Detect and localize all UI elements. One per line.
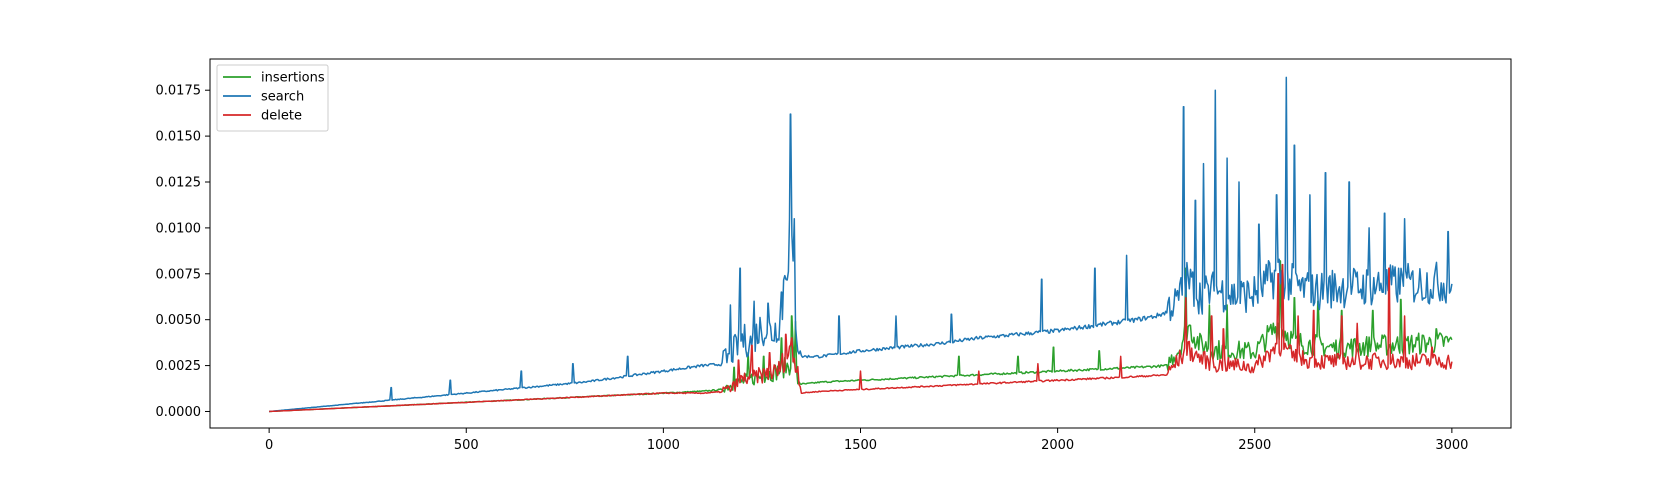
y-tick-label: 0.0125 [156,176,202,191]
y-tick-label: 0.0050 [156,313,202,328]
y-axis: 0.0000 0.0025 0.0050 0.0075 0.0100 0.0125 0.01… [156,84,210,420]
series-line-delete [269,263,1453,413]
x-axis: 0 500 1000 1500 2000 2500 3000 [265,428,1468,453]
legend-label: delete [261,109,302,124]
x-tick-label: 500 [454,438,479,453]
x-tick-label: 2000 [1041,438,1074,453]
y-tick-label: 0.0150 [156,130,202,145]
plot-lines [269,76,1453,413]
series-line-search [269,76,1453,413]
x-tick-label: 0 [265,438,273,453]
legend-label: insertions [261,71,325,86]
y-tick-label: 0.0075 [156,267,202,282]
legend-label: search [261,90,304,105]
y-tick-label: 0.0025 [156,359,202,374]
x-tick-label: 1500 [844,438,877,453]
y-tick-label: 0.0175 [156,84,202,99]
y-tick-label: 0.0100 [156,221,202,236]
legend: insertions search delete [216,64,329,132]
x-tick-label: 1000 [647,438,680,453]
x-tick-label: 3000 [1435,438,1468,453]
x-tick-label: 2500 [1238,438,1271,453]
y-tick-label: 0.0000 [156,405,202,420]
